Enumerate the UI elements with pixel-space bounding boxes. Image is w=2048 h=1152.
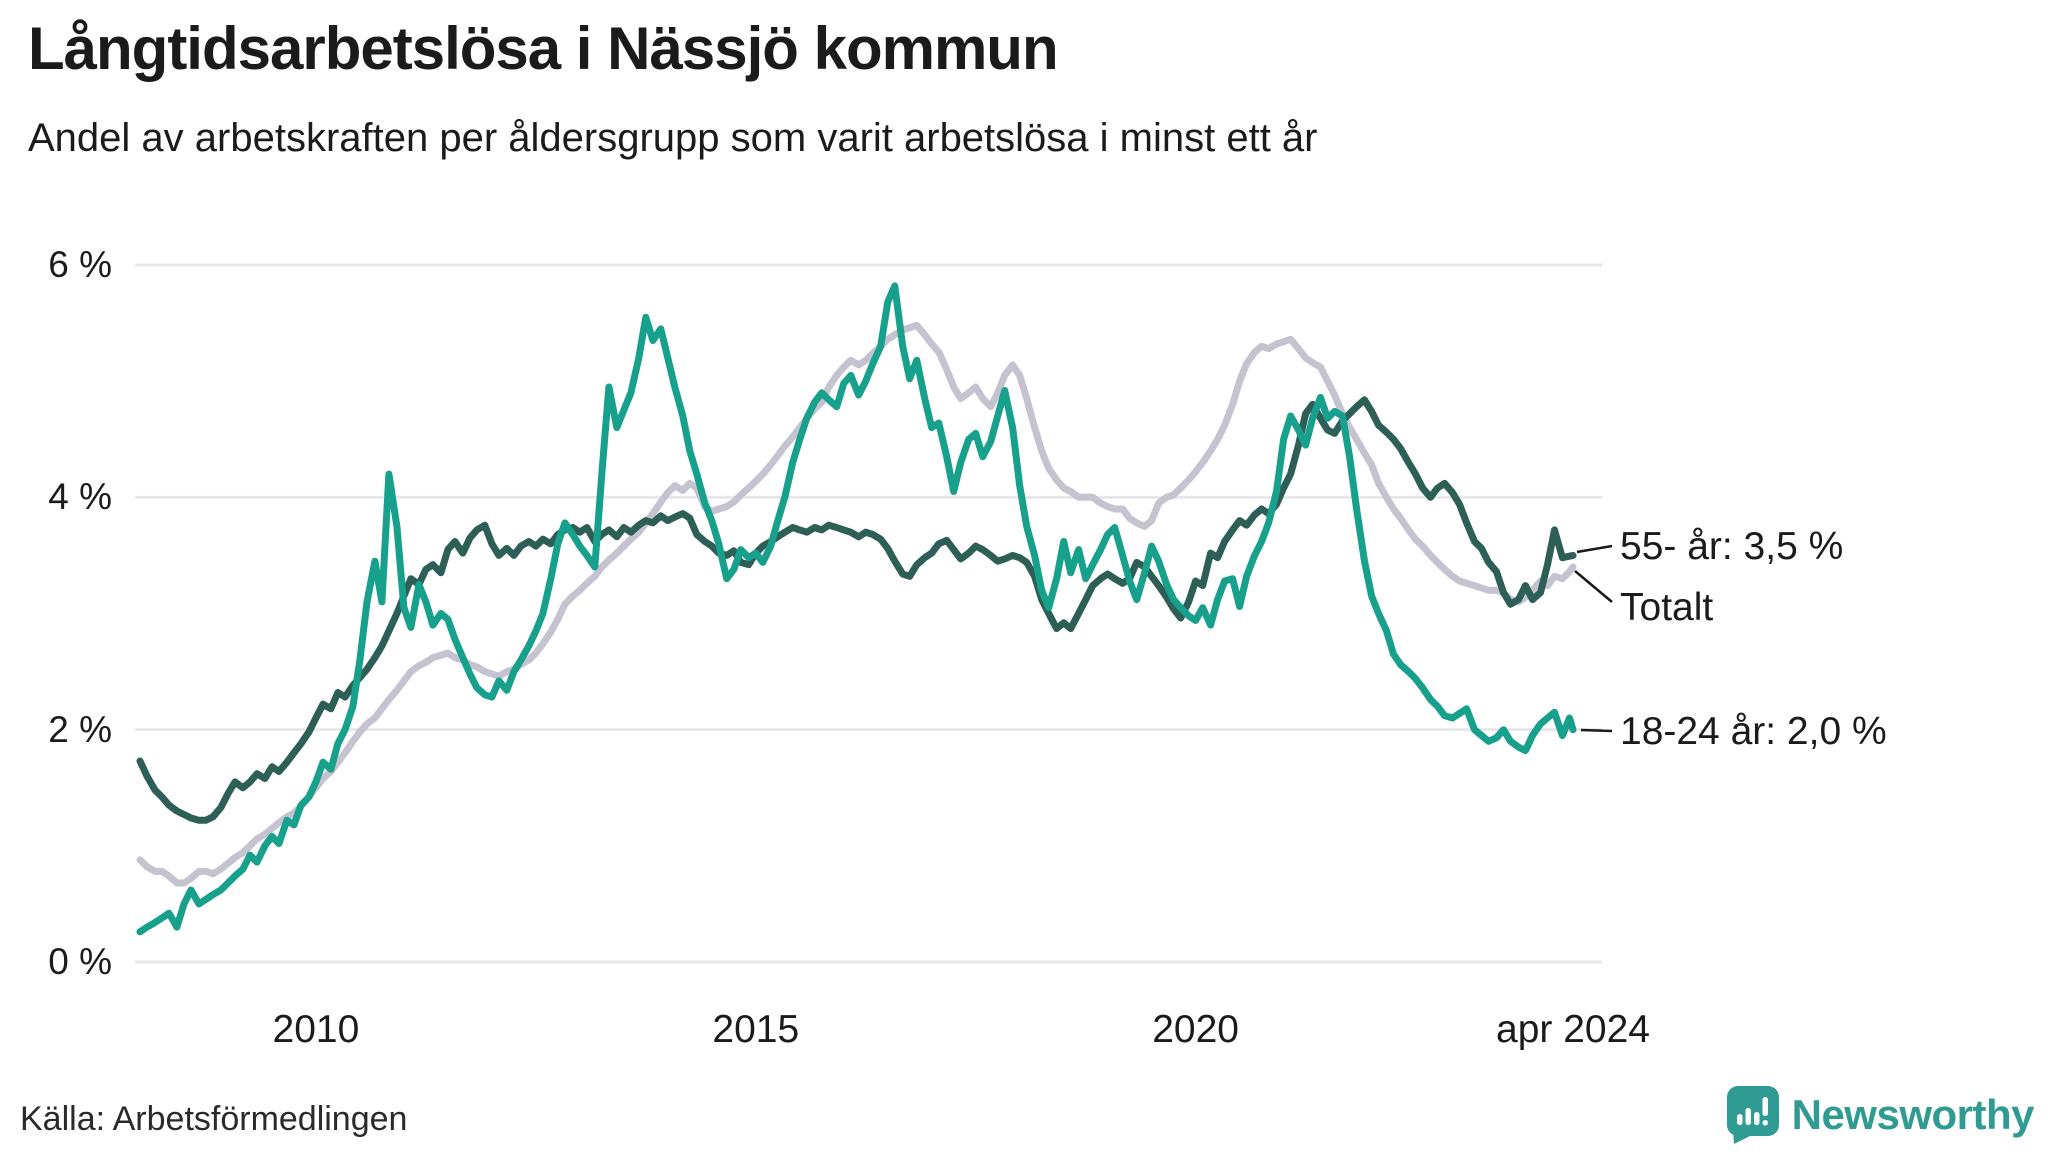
series-line-18-24 år <box>136 282 1577 936</box>
x-tick-1: 2015 <box>712 1008 800 1051</box>
y-tick-1: 2 % <box>48 708 112 750</box>
page-title: Långtidsarbetslösa i Nässjö kommun <box>28 15 1059 82</box>
newsworthy-bubble-icon <box>1726 1086 1779 1144</box>
brand-name: Newsworthy <box>1791 1091 2035 1138</box>
y-tick-3: 6 % <box>48 244 112 285</box>
source-credit: Källa: Arbetsförmedlingen <box>20 1100 408 1138</box>
x-tick-0: 2010 <box>272 1008 360 1051</box>
y-tick-0: 0 % <box>48 941 112 982</box>
annotation-0: 55- år: 3,5 % <box>1620 525 1844 568</box>
annotation-2: 18-24 år: 2,0 % <box>1620 710 1887 753</box>
series-line-Totalt <box>136 321 1577 887</box>
newsworthy-logo: Newsworthy <box>1726 1086 2035 1144</box>
annotation-connector <box>1576 544 1613 554</box>
annotation-connector <box>1580 728 1613 733</box>
series-line-55- år <box>136 396 1577 824</box>
x-tick-2: 2020 <box>1152 1008 1239 1051</box>
page-subtitle: Andel av arbetskraften per åldersgrupp s… <box>28 116 1318 160</box>
annotation-1: Totalt <box>1620 586 1714 629</box>
annotation-connector <box>1574 570 1613 603</box>
x-tick-3: apr 2024 <box>1496 1008 1650 1051</box>
y-tick-2: 4 % <box>48 476 112 518</box>
